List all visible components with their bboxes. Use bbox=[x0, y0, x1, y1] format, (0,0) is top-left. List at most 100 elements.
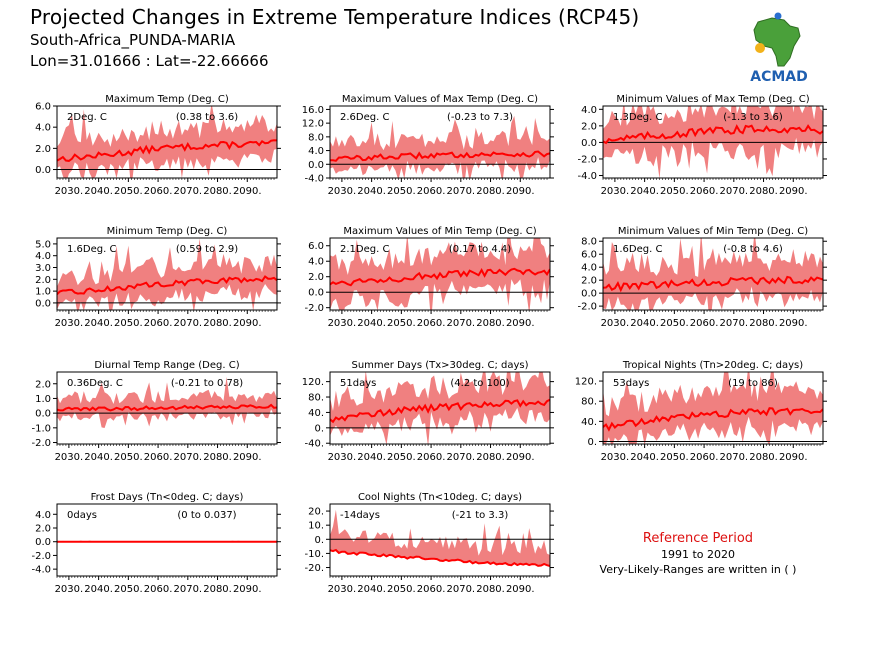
x-tick-label: 2030. bbox=[55, 318, 84, 329]
y-tick-label: 20. bbox=[308, 507, 324, 518]
x-tick-label: 2060. bbox=[144, 452, 173, 463]
x-tick-label: 2040. bbox=[357, 452, 386, 463]
x-tick-label: 2060. bbox=[417, 452, 446, 463]
likely-range-label: (-0.21 to 0.78) bbox=[171, 378, 243, 389]
y-tick-label: -40. bbox=[304, 439, 324, 450]
x-tick-label: 2050. bbox=[660, 318, 689, 329]
x-tick-label: 2080. bbox=[203, 186, 232, 197]
y-tick-label: 120. bbox=[302, 377, 324, 388]
median-line bbox=[330, 398, 550, 424]
y-tick-label: -4.0 bbox=[304, 174, 324, 185]
median-line bbox=[603, 275, 823, 293]
x-tick-label: 2090. bbox=[506, 452, 535, 463]
chart-title: Diurnal Temp Range (Deg. C) bbox=[94, 360, 239, 371]
x-tick-label: 2090. bbox=[506, 186, 535, 197]
x-tick-label: 2090. bbox=[233, 186, 262, 197]
change-summary: 0.36Deg. C bbox=[67, 378, 123, 389]
x-tick-label: 2050. bbox=[660, 452, 689, 463]
median-line bbox=[603, 407, 823, 432]
x-tick-label: 2080. bbox=[476, 318, 505, 329]
x-tick-label: 2050. bbox=[660, 186, 689, 197]
median-line bbox=[330, 150, 550, 162]
reference-info: Reference Period 1991 to 2020 Very-Likel… bbox=[585, 530, 811, 577]
y-tick-label: 2.0 bbox=[35, 379, 51, 390]
x-tick-label: 2060. bbox=[417, 186, 446, 197]
y-tick-label: -2.0 bbox=[31, 551, 51, 562]
likely-range-band bbox=[57, 106, 277, 178]
median-line bbox=[330, 267, 550, 287]
median-line bbox=[57, 275, 277, 296]
likely-range-label: (-1.3 to 3.6) bbox=[723, 112, 783, 123]
chart-title: Frost Days (Tn<0deg. C; days) bbox=[91, 492, 244, 503]
x-tick-label: 2070. bbox=[446, 584, 475, 595]
x-tick-label: 2030. bbox=[55, 584, 84, 595]
chart-panel: 120. 80. 40. 0. 2030. 2040. 2050. 2060. 2070. 208… bbox=[575, 360, 827, 463]
y-tick-label: -4.0 bbox=[577, 171, 597, 182]
likely-range-label: (-21 to 3.3) bbox=[452, 510, 509, 521]
x-tick-label: 2050. bbox=[387, 452, 416, 463]
x-tick-label: 2050. bbox=[387, 584, 416, 595]
x-tick-label: 2080. bbox=[203, 584, 232, 595]
x-tick-label: 2050. bbox=[387, 186, 416, 197]
likely-range-label: (0.38 to 3.6) bbox=[176, 112, 238, 123]
chart-title: Minimum Values of Max Temp (Deg. C) bbox=[616, 94, 809, 105]
y-tick-label: 4.0 bbox=[308, 257, 324, 268]
y-tick-label: -2.0 bbox=[31, 438, 51, 449]
x-tick-label: 2070. bbox=[719, 318, 748, 329]
chart-title: Maximum Values of Max Temp (Deg. C) bbox=[342, 94, 538, 105]
likely-range-band bbox=[57, 238, 277, 310]
median-line bbox=[57, 139, 277, 162]
change-summary: 1.6Deg. C bbox=[67, 244, 116, 255]
chart-panel: 4.0 2.0 0.0 -2.0 -4.0 2030. 2040. 2050. 2060. 207… bbox=[31, 492, 281, 595]
header: Projected Changes in Extreme Temperature… bbox=[30, 4, 639, 72]
x-tick-label: 2040. bbox=[630, 452, 659, 463]
x-tick-label: 2070. bbox=[719, 186, 748, 197]
likely-range-band bbox=[330, 115, 550, 178]
median-line bbox=[57, 403, 277, 412]
likely-range-band bbox=[603, 238, 823, 310]
x-tick-label: 2030. bbox=[601, 186, 630, 197]
x-tick-label: 2080. bbox=[749, 452, 778, 463]
x-tick-label: 2080. bbox=[749, 318, 778, 329]
x-tick-label: 2080. bbox=[749, 186, 778, 197]
change-summary: 2Deg. C bbox=[67, 112, 107, 123]
likely-range-band bbox=[330, 372, 550, 444]
change-summary: 2.1Deg. C bbox=[340, 244, 389, 255]
x-tick-label: 2060. bbox=[690, 186, 719, 197]
y-tick-label: 0.0 bbox=[35, 165, 51, 176]
y-tick-label: 0.0 bbox=[581, 289, 597, 300]
y-tick-label: 4.0 bbox=[35, 251, 51, 262]
x-tick-label: 2030. bbox=[601, 452, 630, 463]
y-tick-label: 8.0 bbox=[581, 237, 597, 248]
coordinates-label: Lon=31.01666 : Lat=-22.66666 bbox=[30, 52, 269, 70]
y-tick-label: -2.0 bbox=[577, 302, 597, 313]
y-tick-label: 2.0 bbox=[581, 276, 597, 287]
y-tick-label: 4.0 bbox=[35, 510, 51, 521]
y-tick-label: 6.0 bbox=[581, 250, 597, 261]
y-tick-label: 80. bbox=[308, 393, 324, 404]
chart-title: Tropical Nights (Tn>20deg. C; days) bbox=[622, 360, 803, 371]
y-tick-label: 0.0 bbox=[35, 409, 51, 420]
x-tick-label: 2030. bbox=[328, 584, 357, 595]
x-tick-label: 2040. bbox=[357, 318, 386, 329]
y-tick-label: 10. bbox=[308, 521, 324, 532]
x-tick-label: 2070. bbox=[173, 186, 202, 197]
x-tick-label: 2070. bbox=[719, 452, 748, 463]
x-tick-label: 2050. bbox=[114, 452, 143, 463]
y-tick-label: 0. bbox=[314, 535, 324, 546]
y-tick-label: 6.0 bbox=[308, 241, 324, 252]
x-tick-label: 2040. bbox=[357, 584, 386, 595]
x-tick-label: 2060. bbox=[144, 186, 173, 197]
chart-panel: 16.0 12.0 8.0 4.0 0.0 -4.0 2030. 2040. 2050. 2060… bbox=[302, 94, 554, 197]
y-tick-label: 5.0 bbox=[35, 239, 51, 250]
x-tick-label: 2030. bbox=[55, 186, 84, 197]
x-tick-label: 2060. bbox=[690, 318, 719, 329]
x-tick-label: 2090. bbox=[779, 452, 808, 463]
x-tick-label: 2040. bbox=[357, 186, 386, 197]
y-tick-label: -4.0 bbox=[31, 565, 51, 576]
change-summary: 1.6Deg. C bbox=[613, 244, 662, 255]
x-tick-label: 2090. bbox=[233, 318, 262, 329]
y-tick-label: 40. bbox=[308, 408, 324, 419]
